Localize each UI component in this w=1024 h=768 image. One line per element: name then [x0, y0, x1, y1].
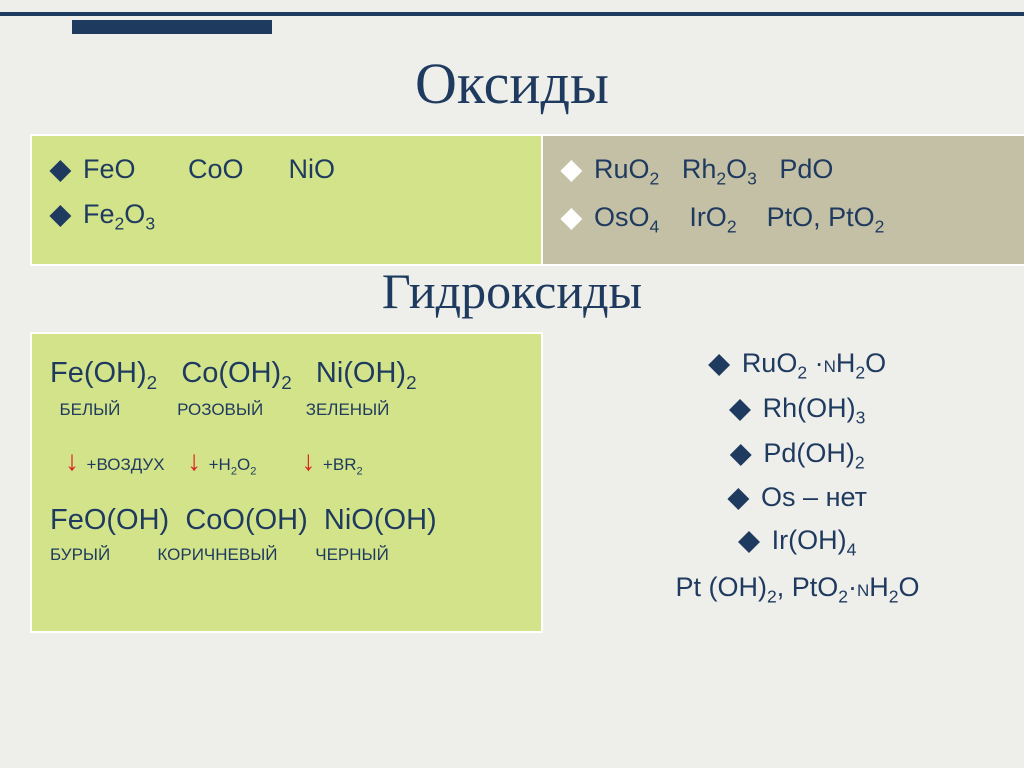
- title-oxides: Оксиды: [0, 50, 1024, 117]
- sub: 2: [875, 216, 885, 236]
- sub: 3: [856, 407, 866, 427]
- text: OsO: [594, 202, 650, 232]
- text: Fe: [83, 199, 115, 229]
- text: O: [726, 154, 747, 184]
- text: +H2O2: [209, 455, 257, 474]
- hyd-left-r3: FeO(OH) CoO(OH) NiO(OH): [50, 499, 523, 541]
- text: ЧЕРНЫЙ: [315, 545, 389, 564]
- text: N: [824, 357, 836, 376]
- text: PtO, PtO: [767, 202, 875, 232]
- sub: 4: [847, 539, 857, 559]
- text: ЗЕЛЕНЫЙ: [306, 400, 390, 419]
- bullet-icon: ◆: [730, 389, 748, 428]
- arrow-down-icon: ↓: [65, 445, 79, 476]
- sub: 2: [406, 372, 416, 393]
- sub: 2: [855, 362, 865, 382]
- oxides-left-cell: ◆ FeO CoO NiO ◆ Fe2O3: [30, 134, 543, 266]
- sub: 2: [889, 587, 899, 607]
- text: +ВОЗДУХ: [87, 455, 165, 474]
- bullet-icon: ◆: [739, 521, 757, 560]
- text: КОРИЧНЕВЫЙ: [157, 545, 277, 564]
- sub: 2: [115, 214, 125, 234]
- hyd-right-r1: ◆ RuO2 ·NH2O: [561, 344, 1024, 386]
- text: RuO: [742, 348, 798, 378]
- hyd-right-r2: ◆ Rh(OH)3: [561, 389, 1024, 431]
- text: Pd(OH): [763, 438, 855, 468]
- title-hydroxides: Гидроксиды: [0, 262, 1024, 320]
- sub: 2: [281, 372, 291, 393]
- text: Rh: [682, 154, 717, 184]
- arrow-down-icon: ↓: [187, 445, 201, 476]
- text: +BR2: [323, 455, 363, 474]
- text: Pt (OH): [675, 572, 767, 602]
- text: ·: [815, 348, 824, 378]
- text: БЕЛЫЙ: [59, 400, 120, 419]
- hydroxides-row: Fe(OH)2 Co(OH)2 Ni(OH)2 БЕЛЫЙ РОЗОВЫЙ ЗЕ…: [30, 332, 1024, 633]
- header-block: [72, 20, 272, 34]
- sub: 2: [797, 362, 807, 382]
- text: N: [857, 581, 869, 600]
- bullet-icon: ◆: [50, 150, 68, 189]
- hyd-right-r3: ◆ Pd(OH)2: [561, 434, 1024, 476]
- text: FeO CoO NiO: [83, 154, 335, 184]
- text: Ir(OH): [772, 525, 847, 555]
- text: БУРЫЙ: [50, 545, 110, 564]
- oxides-right-cell: ◆ RuO2 Rh2O3 PdO ◆ OsO4 IrO2 PtO, PtO2: [543, 134, 1024, 266]
- oxides-row: ◆ FeO CoO NiO ◆ Fe2O3 ◆ RuO2 Rh2O3 PdO ◆…: [30, 134, 1024, 266]
- text: Ni(OH): [316, 357, 406, 389]
- text: O: [865, 348, 886, 378]
- text: IrO: [689, 202, 727, 232]
- text: РОЗОВЫЙ: [177, 400, 263, 419]
- oxides-right-line1: ◆ RuO2 Rh2O3 PdO: [561, 150, 1024, 192]
- text: H: [869, 572, 889, 602]
- text: O: [899, 572, 920, 602]
- hyd-right-r4: ◆ Os – нет: [561, 478, 1024, 517]
- oxides-left-line1: ◆ FeO CoO NiO: [50, 150, 523, 189]
- text: ·: [848, 572, 857, 602]
- sub: 2: [716, 168, 726, 188]
- header-line: [0, 12, 1024, 16]
- bullet-icon: ◆: [561, 198, 579, 237]
- text: H: [836, 348, 856, 378]
- sub: 4: [650, 216, 660, 236]
- text: , PtO: [777, 572, 839, 602]
- arrow-down-icon: ↓: [301, 445, 315, 476]
- hyd-left-ann2: БУРЫЙ КОРИЧНЕВЫЙ ЧЕРНЫЙ: [50, 543, 523, 568]
- sub: 3: [747, 168, 757, 188]
- bullet-icon: ◆: [730, 434, 748, 473]
- sub: 2: [838, 587, 848, 607]
- hyd-left-r1: Fe(OH)2 Co(OH)2 Ni(OH)2: [50, 352, 523, 396]
- oxides-left-line2: ◆ Fe2O3: [50, 195, 523, 237]
- bullet-icon: ◆: [728, 478, 746, 517]
- hyd-left-ann1: БЕЛЫЙ РОЗОВЫЙ ЗЕЛЕНЫЙ: [50, 398, 523, 423]
- hyd-right-r5: ◆ Ir(OH)4: [561, 521, 1024, 563]
- sub: 2: [147, 372, 157, 393]
- text: RuO: [594, 154, 650, 184]
- text: FeO(OH): [50, 504, 169, 536]
- text: CoO(OH): [185, 504, 307, 536]
- hydroxides-right-cell: ◆ RuO2 ·NH2O ◆ Rh(OH)3 ◆ Pd(OH)2 ◆ Os – …: [543, 332, 1024, 633]
- sub: 2: [650, 168, 660, 188]
- hyd-left-arrows: ↓ +ВОЗДУХ ↓ +H2O2 ↓ +BR2: [50, 441, 523, 482]
- bullet-icon: ◆: [561, 150, 579, 189]
- text: PdO: [779, 154, 833, 184]
- oxides-right-line2: ◆ OsO4 IrO2 PtO, PtO2: [561, 198, 1024, 240]
- sub: 2: [767, 587, 777, 607]
- bullet-icon: ◆: [709, 344, 727, 383]
- text: O: [124, 199, 145, 229]
- text: Co(OH): [181, 357, 281, 389]
- sub: 2: [855, 452, 865, 472]
- header-decoration: [0, 0, 1024, 40]
- hydroxides-left-cell: Fe(OH)2 Co(OH)2 Ni(OH)2 БЕЛЫЙ РОЗОВЫЙ ЗЕ…: [30, 332, 543, 633]
- sub: 2: [727, 216, 737, 236]
- text: Fe(OH): [50, 357, 147, 389]
- text: NiO(OH): [324, 504, 437, 536]
- text: Os – нет: [761, 482, 867, 512]
- bullet-icon: ◆: [50, 195, 68, 234]
- hyd-right-r6: Pt (OH)2, PtO2·NH2O: [561, 568, 1024, 610]
- text: Rh(OH): [763, 393, 856, 423]
- sub: 3: [145, 214, 155, 234]
